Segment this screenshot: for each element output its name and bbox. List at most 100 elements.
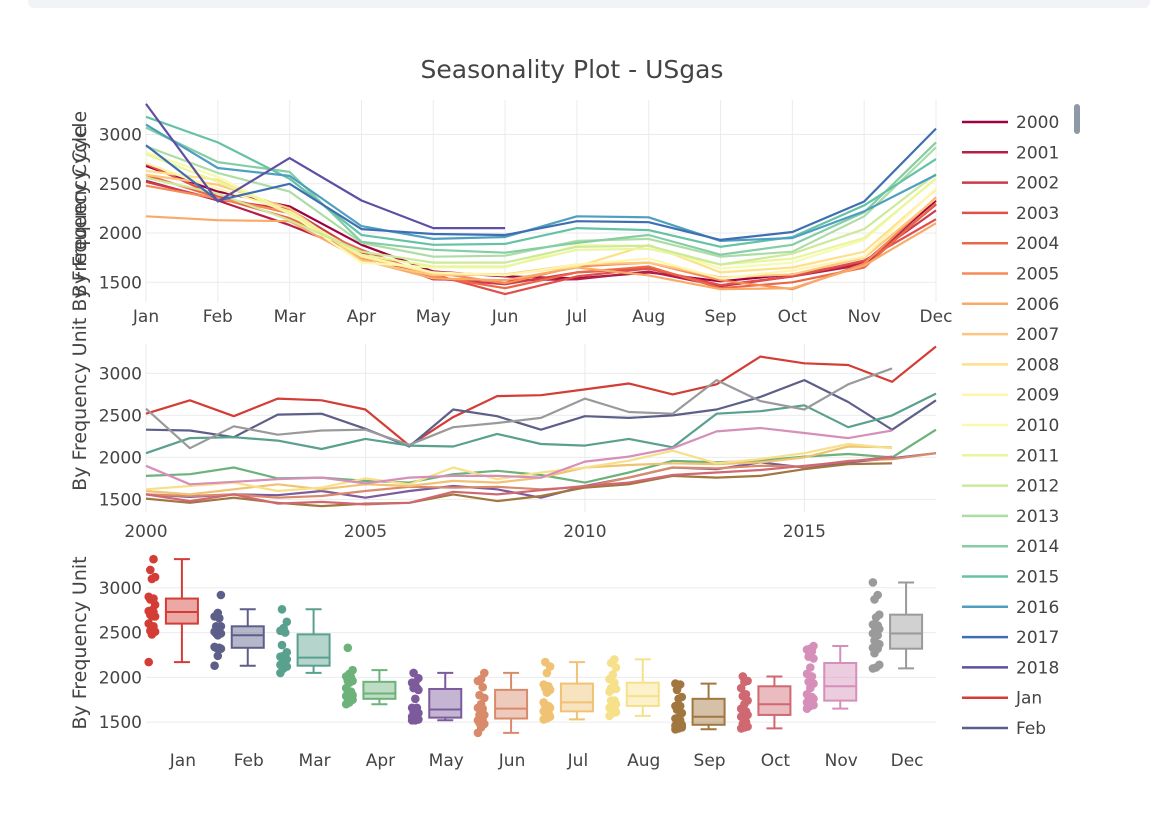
data-point: [610, 696, 619, 705]
data-point: [873, 590, 882, 600]
legend-item-2015[interactable]: 2015: [962, 568, 1059, 588]
x-tick-label: Feb: [203, 307, 233, 327]
legend-item-Jan[interactable]: Jan: [962, 689, 1042, 709]
data-point: [211, 622, 221, 631]
legend-label: 2013: [1016, 507, 1059, 527]
x-tick-label: 2005: [344, 522, 387, 542]
data-point: [541, 657, 550, 667]
data-point: [282, 648, 292, 657]
legend-scrollbar[interactable]: [1074, 104, 1080, 134]
data-point: [411, 694, 420, 704]
box-May: [428, 687, 463, 719]
legend-item-2000[interactable]: 2000: [962, 113, 1059, 133]
legend-item-2010[interactable]: 2010: [962, 416, 1059, 436]
x-tick-label: 2000: [124, 522, 167, 542]
legend-label: 2000: [1016, 113, 1059, 133]
legend-item-2003[interactable]: 2003: [962, 204, 1059, 224]
chart-title: Seasonality Plot - USgas: [421, 55, 724, 84]
y-tick-label: 2500: [99, 175, 142, 195]
x-tick-label: Jul: [567, 751, 589, 771]
data-point: [144, 657, 153, 667]
data-point: [144, 592, 153, 602]
series-line-Oct: [145, 455, 893, 506]
data-point: [475, 690, 484, 700]
legend-label: 2012: [1016, 477, 1059, 497]
data-point: [210, 642, 219, 652]
legend-label: 2008: [1016, 355, 1059, 375]
data-point: [875, 660, 884, 670]
legend-label: 2009: [1016, 386, 1059, 406]
box-Sep: [691, 697, 726, 726]
legend-item-2017[interactable]: 2017: [962, 628, 1059, 648]
y-tick-label: 2000: [99, 448, 142, 468]
legend-item-2007[interactable]: 2007: [962, 325, 1059, 345]
legend-item-2008[interactable]: 2008: [962, 355, 1059, 375]
data-point: [213, 651, 223, 661]
legend-item-2013[interactable]: 2013: [962, 507, 1059, 527]
data-point: [741, 690, 751, 699]
x-tick-label: Nov: [848, 307, 881, 327]
y-tick-label: 2500: [99, 624, 142, 644]
legend-item-2009[interactable]: 2009: [962, 386, 1059, 406]
box-Aug: [625, 681, 660, 707]
x-tick-label: Dec: [920, 307, 953, 327]
series-line-Mar: [145, 392, 937, 455]
x-tick-label: Apr: [366, 751, 395, 771]
data-point: [277, 605, 287, 614]
seasonal-cycle-panel: Jan Feb Mar Apr May Jun Jul Aug Sep Oct Nov Dec 1500…: [99, 100, 953, 327]
legend-item-2014[interactable]: 2014: [962, 537, 1059, 557]
series-line-2016: [145, 123, 937, 242]
y-axis-label-unit: By Frequency Unit: [69, 556, 91, 729]
x-tick-label: Oct: [761, 751, 791, 771]
legend-item-2006[interactable]: 2006: [962, 295, 1059, 315]
x-tick-label: 2010: [563, 522, 606, 542]
x-tick-label: Sep: [694, 751, 726, 771]
legend-item-2004[interactable]: 2004: [962, 234, 1059, 254]
series-line-Jul: [145, 445, 893, 496]
legend-item-2012[interactable]: 2012: [962, 477, 1059, 497]
data-point: [146, 565, 155, 575]
legend-item-2002[interactable]: 2002: [962, 174, 1059, 194]
legend-item-2005[interactable]: 2005: [962, 265, 1059, 285]
legend-label: 2014: [1016, 537, 1059, 557]
legend-item-2011[interactable]: 2011: [962, 446, 1059, 466]
data-point: [348, 665, 357, 675]
legend-label: 2006: [1016, 295, 1059, 315]
data-point: [282, 617, 292, 627]
top-bar: [28, 0, 1150, 8]
y-tick-label: 2500: [99, 406, 142, 426]
legend-label: 2011: [1016, 446, 1059, 466]
x-tick-label: Sep: [705, 307, 737, 327]
data-point: [216, 590, 226, 600]
box-Oct: [757, 685, 792, 716]
legend-item-2018[interactable]: 2018: [962, 658, 1059, 678]
x-tick-label: Aug: [632, 307, 665, 327]
legend-item-2016[interactable]: 2016: [962, 598, 1059, 618]
data-point: [677, 692, 687, 702]
data-point: [671, 679, 680, 688]
series-line-2015: [145, 115, 937, 248]
legend[interactable]: 2000 2001 2002 2003 2004 2005 2006 2007 2008 2009…: [962, 113, 1059, 739]
legend-label: Feb: [1016, 719, 1046, 739]
y-tick-label: 1500: [99, 490, 142, 510]
legend-label: 2002: [1016, 174, 1059, 194]
series-line-2014: [145, 126, 937, 256]
data-point: [608, 670, 618, 679]
y-axis-label-cycle: By Frequency Cycle: [69, 111, 91, 297]
box-Jul: [559, 682, 594, 713]
legend-label: 2015: [1016, 568, 1059, 588]
legend-label: Jan: [1015, 689, 1042, 709]
y-tick-label: 3000: [99, 125, 142, 145]
x-tick-label: 2015: [783, 522, 826, 542]
legend-item-Feb[interactable]: Feb: [962, 719, 1046, 739]
x-tick-label: Jan: [169, 751, 196, 771]
legend-item-2001[interactable]: 2001: [962, 143, 1059, 163]
y-tick-label: 2000: [99, 224, 142, 244]
series-line-Feb: [145, 379, 937, 448]
x-tick-label: Dec: [891, 751, 924, 771]
legend-label: 2016: [1016, 598, 1059, 618]
y-tick-label: 1500: [99, 713, 142, 733]
data-point: [806, 663, 815, 672]
data-point: [478, 682, 488, 692]
